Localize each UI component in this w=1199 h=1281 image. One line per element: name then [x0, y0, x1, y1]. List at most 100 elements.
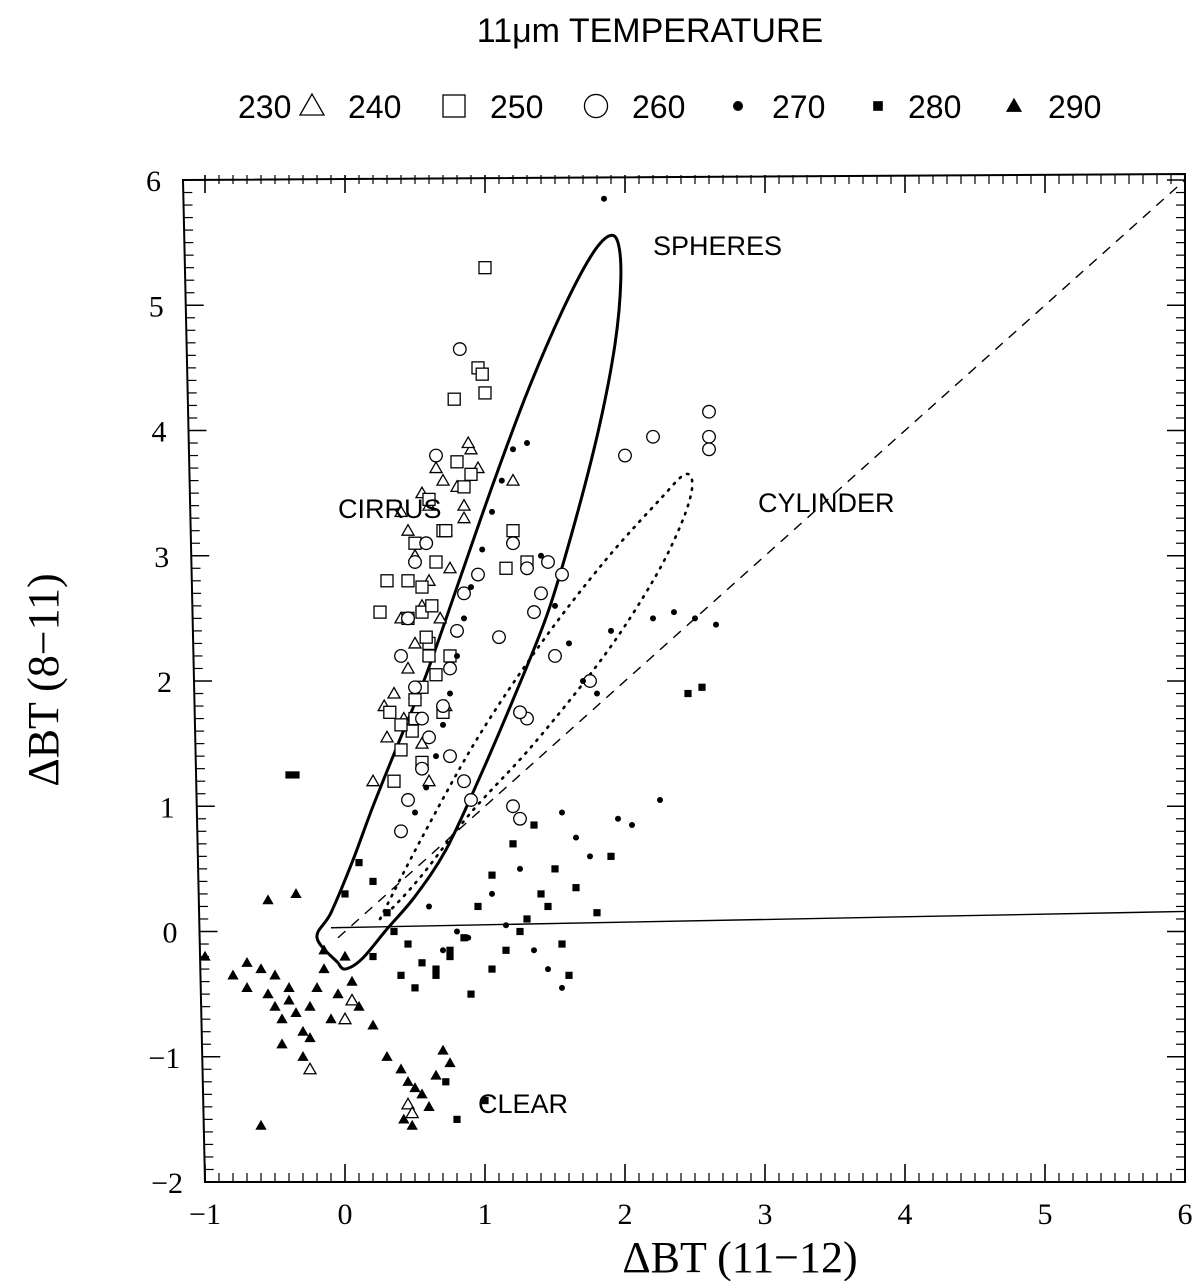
data-point — [457, 774, 471, 789]
data-point — [290, 888, 302, 899]
data-point — [541, 555, 555, 569]
data-point — [408, 680, 422, 695]
data-point — [367, 1019, 379, 1030]
data-point — [450, 623, 464, 638]
data-point — [443, 749, 457, 764]
data-point — [461, 615, 467, 622]
y-tick-label: 3 — [154, 541, 169, 574]
x-tick-label: 2 — [618, 1198, 633, 1231]
data-point — [380, 574, 394, 588]
data-point — [436, 699, 450, 714]
data-point — [433, 753, 439, 760]
data-point — [339, 950, 351, 961]
data-point — [255, 963, 267, 974]
data-point — [418, 959, 426, 967]
data-point — [502, 946, 510, 954]
data-point — [421, 773, 437, 787]
data-point — [559, 809, 565, 816]
series-270 — [285, 683, 706, 1123]
data-point — [408, 555, 422, 569]
y-tick-label: 0 — [163, 917, 178, 950]
x-tick-label: −1 — [189, 1198, 221, 1231]
data-point — [400, 1097, 416, 1110]
data-point — [415, 580, 429, 594]
data-point — [383, 705, 397, 719]
data-point — [671, 609, 677, 616]
legend-label: 250 — [490, 89, 543, 125]
data-point — [269, 969, 281, 980]
data-point — [255, 1119, 267, 1130]
dot-filled-icon — [733, 101, 743, 111]
annotation-label: CYLINDER — [758, 488, 895, 518]
data-point — [422, 649, 436, 663]
data-point — [558, 940, 566, 948]
data-point — [379, 730, 395, 743]
y-tick-label: 4 — [152, 416, 167, 449]
data-point — [684, 689, 692, 698]
data-point — [452, 342, 467, 357]
data-point — [369, 877, 377, 885]
data-point — [400, 661, 416, 674]
series-240 — [373, 261, 534, 788]
data-point — [390, 927, 398, 936]
data-point — [510, 446, 516, 453]
x-tick-label: 6 — [1178, 1198, 1193, 1231]
data-point — [432, 971, 440, 979]
data-point — [537, 890, 545, 898]
data-point — [304, 1000, 316, 1011]
legend-label: 280 — [908, 89, 961, 125]
data-point — [489, 508, 495, 515]
data-point — [552, 602, 558, 609]
data-point — [422, 730, 436, 745]
data-point — [446, 952, 454, 961]
data-point — [425, 599, 439, 613]
data-point — [607, 852, 615, 860]
data-point — [481, 1096, 489, 1105]
legend-label: 290 — [1048, 89, 1101, 125]
data-point — [572, 884, 580, 892]
data-point — [464, 793, 478, 807]
data-point — [412, 809, 418, 816]
data-point — [423, 784, 430, 791]
data-point — [551, 865, 559, 873]
data-point — [353, 1000, 365, 1011]
data-point — [439, 524, 453, 538]
data-point — [478, 386, 492, 400]
data-point — [406, 1119, 418, 1130]
legend-label: 270 — [772, 89, 825, 125]
data-point — [199, 950, 211, 961]
data-point — [408, 693, 422, 707]
data-point — [311, 982, 323, 992]
data-point — [657, 796, 663, 803]
annotations: SPHERES CIRRUS CYLINDER CLEAR — [338, 231, 895, 1119]
data-point — [400, 523, 416, 536]
y-tick-label: 2 — [157, 666, 172, 699]
data-point — [474, 902, 482, 911]
data-point — [290, 1007, 302, 1018]
data-point — [393, 504, 409, 518]
x-tick-label: 4 — [898, 1198, 913, 1231]
data-point — [456, 510, 472, 524]
data-point — [479, 546, 486, 553]
y-tick-label: 1 — [160, 791, 175, 824]
data-point — [559, 984, 565, 991]
data-point — [467, 990, 475, 998]
data-point — [587, 853, 593, 860]
data-point — [629, 822, 635, 829]
data-point — [615, 815, 621, 822]
data-point — [456, 498, 472, 511]
data-point — [395, 1063, 407, 1074]
data-point — [646, 429, 660, 444]
y-tick-label: 6 — [146, 165, 161, 198]
data-point — [506, 536, 520, 551]
legend-label: 230 — [238, 89, 291, 125]
data-point — [409, 1082, 421, 1093]
data-point — [407, 636, 423, 649]
data-point — [513, 811, 527, 826]
data-point — [276, 1038, 288, 1049]
annotation-label: CLEAR — [478, 1089, 568, 1119]
data-point — [702, 404, 716, 419]
data-point — [650, 615, 656, 622]
x-tick-label: 0 — [338, 1198, 353, 1231]
